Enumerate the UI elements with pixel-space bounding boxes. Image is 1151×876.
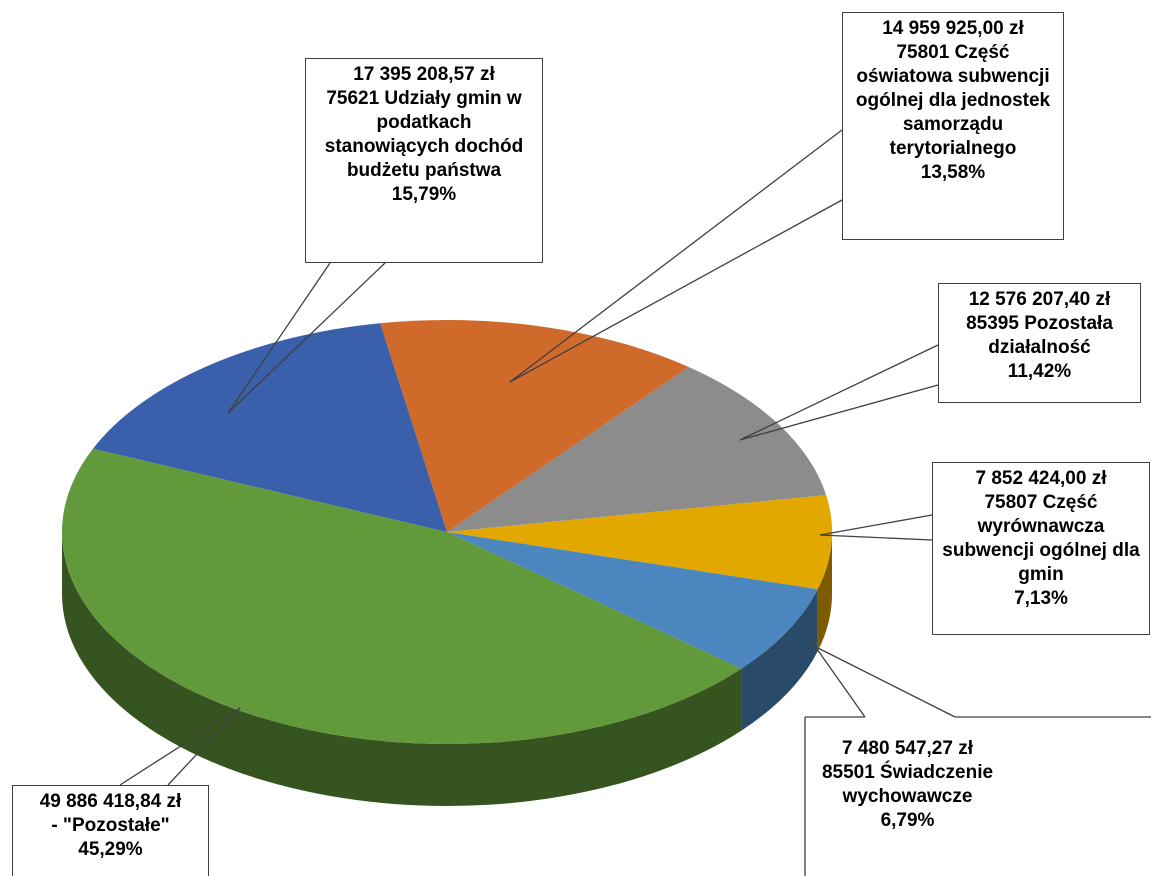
data-label: 12 576 207,40 zł 85395 Pozostała działaln… — [938, 283, 1141, 403]
slice-side — [817, 532, 832, 652]
category-label: 75807 Część wyrównawcza subwencji ogólne… — [942, 492, 1140, 585]
amount-label: 7 852 424,00 zł — [975, 468, 1107, 489]
leader-line — [739, 384, 939, 441]
leader-line — [227, 262, 331, 414]
slice — [447, 532, 818, 669]
leader-line — [819, 534, 933, 541]
percent-label: 15,79% — [391, 184, 457, 205]
category-label: 85395 Pozostała działalność — [966, 313, 1113, 358]
category-label: 75621 Udziały gmin w podatkach stanowiąc… — [324, 88, 524, 181]
slice — [447, 495, 832, 590]
percent-label: 6,79% — [880, 810, 935, 831]
leader-line — [167, 707, 241, 786]
amount-label: 7 480 547,27 zł — [842, 738, 973, 759]
category-label: - "Pozostałe" — [51, 815, 170, 836]
slice — [61, 448, 742, 745]
leader-line — [509, 199, 843, 383]
data-label: 7 852 424,00 zł 75807 Część wyrównawcza s… — [932, 462, 1150, 635]
data-label: 7 480 547,27 zł 85501 Świadczenie wychowa… — [805, 717, 1010, 876]
amount-label: 17 395 208,57 zł — [353, 64, 495, 85]
leader-line — [119, 707, 241, 786]
slice-side — [62, 532, 742, 806]
percent-label: 13,58% — [920, 162, 986, 183]
data-label: 14 959 925,00 zł 75801 Część oświatowa su… — [842, 12, 1064, 240]
amount-label: 49 886 418,84 zł — [39, 791, 182, 812]
slice-side — [741, 589, 818, 731]
percent-label: 11,42% — [1007, 361, 1072, 382]
slice — [380, 320, 689, 532]
slice — [93, 323, 447, 532]
leader-line — [739, 344, 939, 441]
leader-line — [227, 262, 386, 414]
category-label: 85501 Świadczenie wychowawcze — [821, 762, 994, 807]
percent-label: 7,13% — [1014, 588, 1068, 609]
category-label: 75801 Część oświatowa subwencji ogólnej … — [855, 42, 1051, 159]
leader-line — [509, 129, 843, 383]
data-label: 49 886 418,84 zł - "Pozostałe" 45,29% — [12, 785, 209, 876]
data-label: 17 395 208,57 zł 75621 Udziały gmin w pod… — [305, 58, 543, 263]
slice — [447, 366, 827, 532]
leader-line — [819, 514, 933, 536]
percent-label: 45,29% — [78, 839, 143, 860]
leader-line — [817, 647, 956, 718]
amount-label: 12 576 207,40 zł — [968, 289, 1111, 310]
amount-label: 14 959 925,00 zł — [882, 18, 1024, 39]
leader-line — [811, 641, 866, 718]
